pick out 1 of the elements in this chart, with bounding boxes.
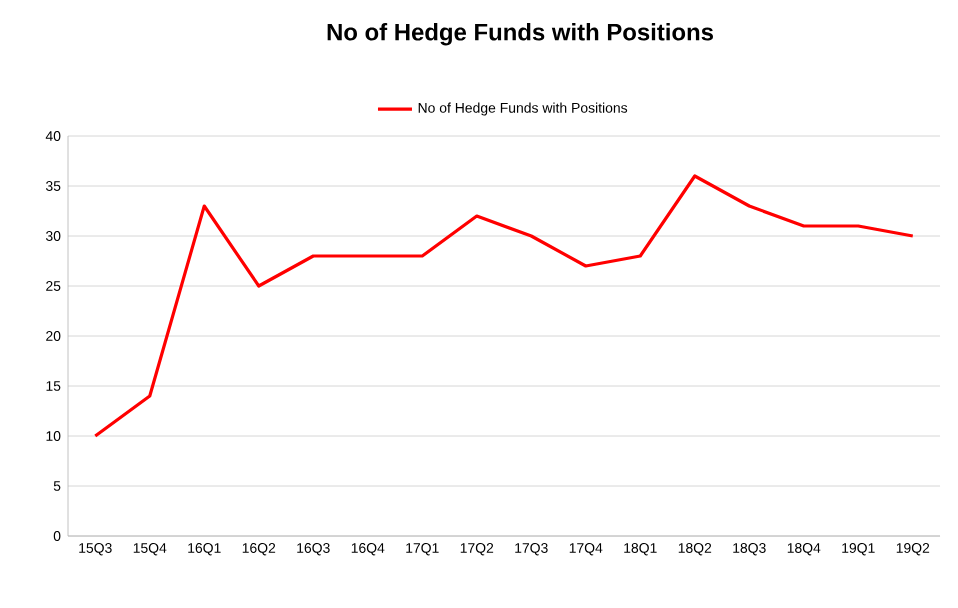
chart-title: No of Hedge Funds with Positions xyxy=(327,23,713,46)
